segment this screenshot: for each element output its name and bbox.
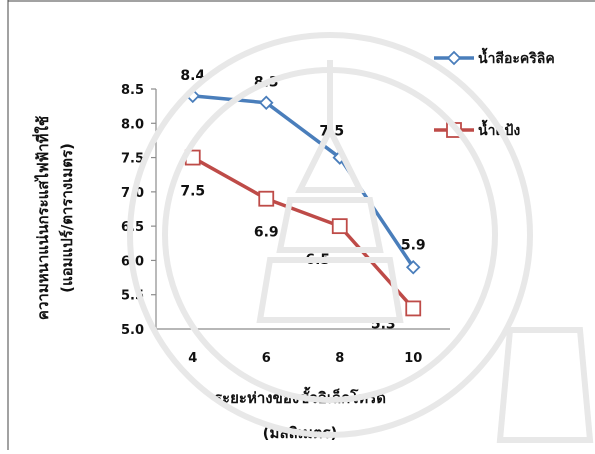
data-point	[405, 300, 422, 317]
y-axis-title-line-1: ความหนาแน่นกระแสไฟฟ้าที่ใช้	[32, 116, 52, 320]
y-tick-label: 8.0	[121, 117, 144, 132]
y-tick-label: 7.5	[121, 152, 144, 167]
x-axis: 4 6 8 10	[156, 328, 450, 366]
data-label: 6.9	[254, 225, 279, 241]
x-tick-label: 10	[404, 351, 422, 366]
data-label: 7.5	[180, 184, 205, 200]
data-point	[405, 260, 421, 275]
y-tick-label: 5.0	[121, 323, 144, 338]
legend-label: น้ำสีอะคริลิค	[478, 47, 555, 67]
y-tick-label: 8.5	[121, 83, 144, 98]
legend-item-1: น้ำสีอะคริลิค	[434, 47, 555, 67]
data-point	[258, 95, 274, 110]
x-tick-label: 6	[262, 351, 271, 366]
data-point	[258, 190, 275, 207]
data-point	[331, 218, 348, 235]
data-label: 5.9	[401, 237, 426, 253]
x-tick-label: 4	[188, 351, 197, 366]
series-line	[191, 156, 415, 310]
y-axis-title-line-2: (แอมแปร์/ตารางเมตร)	[58, 143, 76, 293]
x-tick-label: 8	[335, 351, 344, 366]
series-line	[192, 94, 415, 269]
legend-marker	[446, 50, 462, 66]
